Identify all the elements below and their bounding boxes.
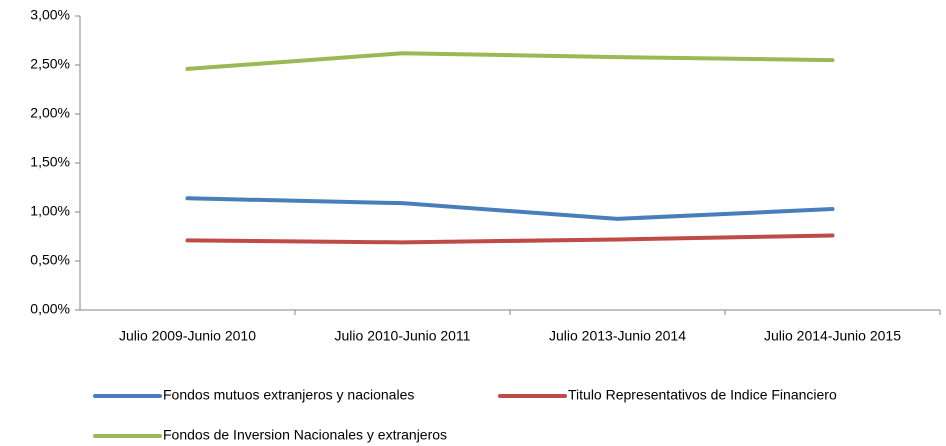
x-tick-label: Julio 2013-Junio 2014 — [549, 328, 686, 344]
y-tick-label: 2,50% — [30, 56, 70, 72]
y-tick-label: 0,50% — [30, 252, 70, 268]
legend-label: Titulo Representativos de Indice Financi… — [568, 387, 837, 403]
x-tick-label: Julio 2009-Junio 2010 — [119, 328, 256, 344]
y-tick-label: 1,50% — [30, 154, 70, 170]
x-tick-label: Julio 2014-Junio 2015 — [764, 328, 901, 344]
series-line — [185, 51, 835, 71]
y-tick-label: 2,00% — [30, 105, 70, 121]
series-line — [185, 196, 835, 221]
x-tick-label: Julio 2010-Junio 2011 — [335, 328, 471, 344]
y-tick-label: 0,00% — [30, 301, 70, 317]
series-line — [185, 233, 835, 245]
legend-label: Fondos de Inversion Nacionales y extranj… — [163, 427, 447, 443]
y-tick-label: 3,00% — [30, 7, 70, 23]
y-tick-label: 1,00% — [30, 203, 70, 219]
legend-label: Fondos mutuos extranjeros y nacionales — [163, 387, 414, 403]
